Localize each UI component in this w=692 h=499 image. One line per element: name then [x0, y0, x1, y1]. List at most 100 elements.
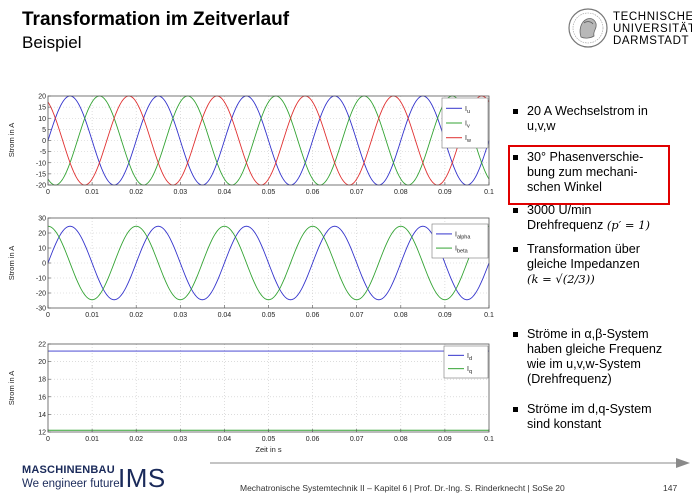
bullet-item: Ströme im d,q-System sind konstant — [513, 402, 688, 432]
highlight-box — [508, 145, 670, 205]
x-tick-label: 0.1 — [484, 189, 494, 196]
x-tick-label: 0 — [46, 312, 50, 319]
x-tick-label: 0.07 — [350, 436, 364, 443]
x-tick-label: 0.05 — [262, 436, 276, 443]
x-tick-label: 0.05 — [262, 189, 276, 196]
bullet-text-main: Transformation über gleiche Impedanzen — [527, 242, 640, 271]
bullet-formula: (p′ = 1) — [606, 218, 651, 232]
x-tick-label: 0.08 — [394, 436, 408, 443]
legend-box — [431, 223, 489, 259]
x-tick-label: 0.01 — [85, 189, 99, 196]
bullet-text: 30° Phasenverschie- bung zum mechani- sc… — [527, 150, 644, 194]
y-tick-label: -10 — [36, 276, 46, 283]
y-tick-label: -30 — [36, 306, 46, 313]
bullet-item: 3000 U/min Drehfrequenz (p′ = 1) — [513, 203, 688, 233]
y-tick-label: -15 — [36, 171, 46, 178]
bullet-square-icon — [513, 407, 518, 412]
x-tick-label: 0.03 — [173, 436, 187, 443]
y-axis-label: Strom in A — [7, 123, 16, 158]
y-tick-label: 22 — [38, 342, 46, 349]
x-tick-label: 0 — [46, 189, 50, 196]
progress-arrow — [210, 458, 690, 468]
y-tick-label: 20 — [38, 359, 46, 366]
x-tick-label: 0.04 — [218, 189, 232, 196]
x-tick-label: 0.01 — [85, 312, 99, 319]
x-tick-label: 0.08 — [394, 189, 408, 196]
brand-maschinenbau: MASCHINENBAU — [22, 464, 115, 476]
y-tick-label: 16 — [38, 394, 46, 401]
logo-line: UNIVERSITÄT — [613, 23, 692, 35]
dq-currents-chart: 0 0.01 0.02 0.03 0.04 0.05 0.06 0.07 0.08 0.09 0.1… — [7, 342, 494, 455]
series-line-i_v — [47, 95, 490, 186]
legend-entry: Iw — [465, 135, 471, 144]
legend-entry: Ibeta — [455, 246, 469, 255]
x-tick-label: 0.01 — [85, 436, 99, 443]
bullet-text-main: 3000 U/min Drehfrequenz — [527, 203, 604, 232]
x-tick-label: 0.07 — [350, 312, 364, 319]
footer-text: Mechatronische Systemtechnik II – Kapite… — [240, 483, 565, 493]
brand-ims-logo: IMS — [118, 463, 166, 493]
x-tick-label: 0.09 — [438, 312, 452, 319]
page-subtitle: Beispiel — [22, 33, 82, 52]
alpha-beta-currents-chart: 0 0.01 0.02 0.03 0.04 0.05 0.06 0.07 0.08 0.09 0.1… — [7, 216, 494, 320]
series-line-i_beta — [47, 225, 490, 301]
page-number: 147 — [663, 483, 678, 493]
logo-line: TECHNISCHE — [613, 11, 692, 23]
legend-entry: Iq — [467, 366, 472, 375]
bullet-text: Ströme im d,q-System sind konstant — [527, 402, 652, 431]
y-tick-label: 20 — [38, 94, 46, 101]
x-tick-label: 0.04 — [218, 312, 232, 319]
university-logo-text: TECHNISCHE UNIVERSITÄT DARMSTADT — [613, 11, 692, 47]
bullet-square-icon — [513, 155, 518, 160]
bullet-text: 20 A Wechselstrom in u,v,w — [527, 104, 648, 133]
legend-box — [443, 345, 489, 379]
y-tick-label: 0 — [42, 138, 46, 145]
bullet-square-icon — [513, 332, 518, 337]
x-tick-label: 0.03 — [173, 312, 187, 319]
x-tick-label: 0.07 — [350, 189, 364, 196]
x-tick-label: 0.09 — [438, 436, 452, 443]
series-line-i_w — [47, 95, 490, 186]
bullet-square-icon — [513, 247, 518, 252]
plot-frame — [47, 343, 490, 433]
brand-tagline: We engineer future — [22, 478, 120, 490]
x-tick-label: 0 — [46, 436, 50, 443]
bullet-item: Transformation über gleiche Impedanzen (k… — [513, 242, 688, 287]
x-tick-label: 0.06 — [306, 436, 320, 443]
x-axis-label: Zeit in s — [255, 445, 282, 454]
x-tick-label: 0.02 — [129, 189, 143, 196]
x-tick-label: 0.03 — [173, 189, 187, 196]
y-tick-label: -10 — [36, 160, 46, 167]
legend-entry: Id — [467, 353, 472, 362]
y-tick-label: -5 — [40, 149, 46, 156]
university-seal-icon — [568, 8, 608, 48]
bullet-text: Ströme in α,β-System haben gleiche Frequ… — [527, 327, 663, 386]
y-tick-label: 18 — [38, 377, 46, 384]
bullet-square-icon — [513, 109, 518, 114]
y-tick-label: 14 — [38, 412, 46, 419]
x-tick-label: 0.06 — [306, 189, 320, 196]
bullet-square-icon — [513, 208, 518, 213]
y-tick-label: 0 — [42, 261, 46, 268]
logo-line: DARMSTADT — [613, 35, 690, 47]
x-tick-label: 0.04 — [218, 436, 232, 443]
x-tick-label: 0.1 — [484, 436, 494, 443]
bullet-text: Transformation über gleiche Impedanzen (k… — [527, 242, 688, 287]
y-tick-label: 12 — [38, 430, 46, 437]
y-tick-label: 20 — [38, 231, 46, 238]
x-tick-label: 0.1 — [484, 312, 494, 319]
bullet-text: 3000 U/min Drehfrequenz (p′ = 1) — [527, 203, 688, 233]
y-tick-label: -20 — [36, 291, 46, 298]
x-tick-label: 0.09 — [438, 189, 452, 196]
x-tick-label: 0.02 — [129, 436, 143, 443]
bullet-item: 20 A Wechselstrom in u,v,w — [513, 104, 688, 134]
legend-entry: Iu — [465, 106, 470, 115]
x-tick-label: 0.06 — [306, 312, 320, 319]
y-tick-label: 10 — [38, 246, 46, 253]
y-tick-label: 10 — [38, 116, 46, 123]
y-tick-label: -20 — [36, 183, 46, 190]
bullet-formula: (k = √(2/3)) — [527, 272, 595, 286]
y-tick-label: 5 — [42, 127, 46, 134]
uvw-currents-chart: 0 0.01 0.02 0.03 0.04 0.05 0.06 0.07 0.08 0.09 0.1… — [7, 94, 494, 197]
series-line-i_u — [47, 95, 490, 186]
